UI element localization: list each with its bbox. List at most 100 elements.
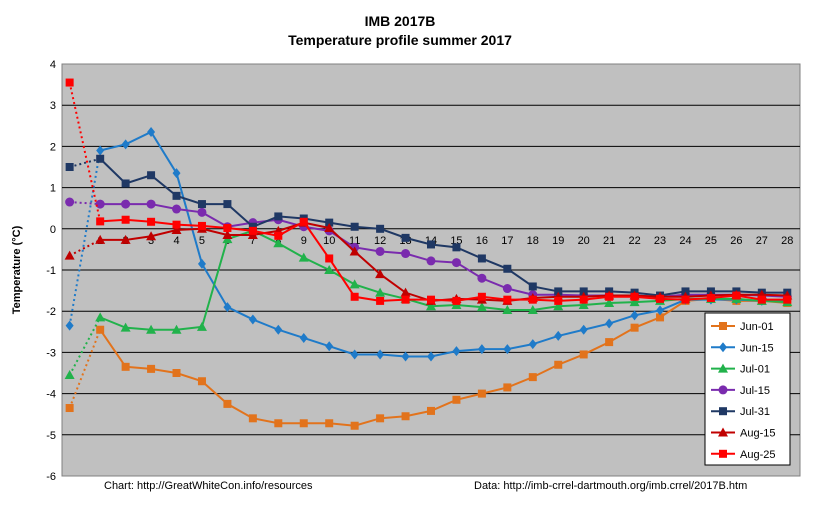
- series-surface-link-aug-25: [68, 82, 102, 222]
- series-surface-link-jul-15: [69, 201, 101, 206]
- data-point-aug-25: [427, 295, 435, 304]
- data-point-jul-01: [324, 265, 335, 274]
- data-point-jul-01: [476, 302, 487, 312]
- data-point-jul-31: [554, 287, 563, 296]
- legend-marker-aug-15: [718, 427, 728, 437]
- data-point-jun-01: [96, 325, 105, 334]
- data-point-jun-01: [350, 421, 359, 430]
- data-point-jul-15: [426, 256, 436, 266]
- data-point-jun-15: [325, 341, 334, 352]
- data-point-aug-25: [197, 221, 206, 230]
- legend-entry-jul-31: Jul-31: [711, 406, 770, 418]
- y-tick-label: 4: [50, 59, 56, 71]
- x-tick-label: 9: [301, 235, 307, 247]
- data-point-jul-01: [426, 301, 436, 311]
- series-surface-link-aug-15: [69, 239, 101, 257]
- data-point-jul-31: [65, 163, 74, 171]
- legend-entry-aug-15: Aug-15: [711, 427, 775, 440]
- data-point-aug-25: [325, 254, 334, 263]
- y-axis-label: Temperature (°C): [11, 225, 23, 314]
- data-point-aug-25: [401, 295, 410, 304]
- grid-lines: [62, 104, 800, 436]
- x-tick-label: 20: [578, 235, 590, 247]
- legend-label-jun-15: Jun-15: [740, 342, 774, 354]
- data-point-jul-15: [477, 273, 487, 283]
- data-point-aug-15: [64, 250, 75, 260]
- data-point-jun-01: [172, 369, 181, 377]
- chart-title: IMB 2017B: [365, 13, 436, 29]
- data-point-jul-01: [553, 301, 564, 311]
- data-point-jun-15: [299, 332, 308, 343]
- x-tick-label: 12: [374, 235, 386, 247]
- data-point-jun-01: [427, 406, 435, 415]
- data-point-jun-01: [325, 419, 334, 428]
- data-point-jul-31: [350, 222, 359, 231]
- series-line-jul-31: [99, 158, 788, 297]
- data-point-jul-31: [325, 218, 334, 227]
- y-tick-label: 0: [50, 224, 56, 236]
- data-point-jul-01: [120, 322, 131, 332]
- data-point-jun-01: [528, 373, 537, 382]
- legend: Jun-01 Jun-15 Jul-01 Jul-15 Jul-31 Aug-15 Aug-…: [704, 312, 791, 466]
- data-point-jul-31: [427, 240, 435, 249]
- data-point-jun-15: [96, 145, 105, 156]
- y-tick-label: 2: [50, 141, 56, 153]
- y-tick-label: -2: [46, 306, 56, 318]
- data-point-jun-01: [121, 362, 130, 371]
- data-point-jun-01: [630, 323, 639, 332]
- data-point-jun-15: [274, 324, 283, 335]
- data-point-aug-25: [732, 291, 741, 300]
- x-tick-label: 3: [148, 235, 154, 247]
- x-tick-label: 24: [679, 235, 691, 247]
- data-point-jun-15: [401, 351, 410, 362]
- data-point-jul-31: [579, 287, 588, 296]
- data-point-jun-01: [452, 395, 461, 404]
- y-tick-label: -4: [46, 389, 56, 401]
- data-point-aug-25: [656, 294, 665, 303]
- data-point-jul-01: [171, 324, 182, 334]
- data-point-jun-15: [656, 305, 665, 316]
- y-tick-label: -6: [46, 471, 56, 483]
- data-point-jun-01: [197, 377, 206, 386]
- data-point-jul-31: [223, 200, 232, 209]
- data-point-jun-01: [274, 419, 283, 428]
- data-point-aug-25: [579, 295, 588, 304]
- legend-marker-jul-01: [718, 363, 728, 373]
- data-point-jun-01: [65, 404, 74, 413]
- series-aug-25: [65, 78, 792, 305]
- data-point-aug-25: [706, 294, 715, 303]
- data-point-jul-15: [95, 199, 105, 209]
- data-point-aug-25: [121, 215, 130, 224]
- data-point-jul-31: [376, 224, 385, 233]
- x-tick-label: 16: [476, 235, 488, 247]
- legend-marker-jun-15: [719, 342, 727, 353]
- series-line-aug-25: [100, 218, 788, 302]
- data-point-aug-25: [477, 292, 486, 301]
- data-point-jul-31: [528, 282, 537, 291]
- data-point-jul-31: [197, 200, 206, 209]
- data-point-aug-25: [681, 295, 690, 304]
- data-point-aug-25: [350, 292, 359, 301]
- y-tick-label: 3: [50, 100, 56, 112]
- footer-credit: Chart: http://GreatWhiteCon.info/resourc…: [104, 480, 313, 492]
- legend-marker-aug-25: [719, 449, 727, 458]
- data-point-aug-15: [375, 269, 386, 279]
- y-tick-label: 1: [50, 183, 56, 195]
- data-point-jul-31: [503, 264, 512, 273]
- data-point-jul-01: [273, 238, 284, 248]
- data-point-jul-01: [502, 304, 513, 314]
- data-point-aug-25: [528, 295, 537, 304]
- legend-marker-jun-01: [719, 322, 727, 330]
- data-point-aug-25: [554, 296, 563, 305]
- data-point-aug-15: [171, 225, 182, 235]
- data-point-jul-01: [604, 297, 615, 307]
- series-surface-link-jun-01: [68, 329, 102, 409]
- data-point-aug-25: [783, 295, 792, 304]
- data-point-jun-15: [121, 139, 130, 150]
- data-point-jun-01: [223, 399, 232, 408]
- data-point-aug-25: [605, 292, 614, 301]
- legend-entry-jul-01: Jul-01: [711, 363, 770, 376]
- data-point-aug-25: [452, 296, 461, 305]
- data-point-aug-25: [274, 231, 283, 240]
